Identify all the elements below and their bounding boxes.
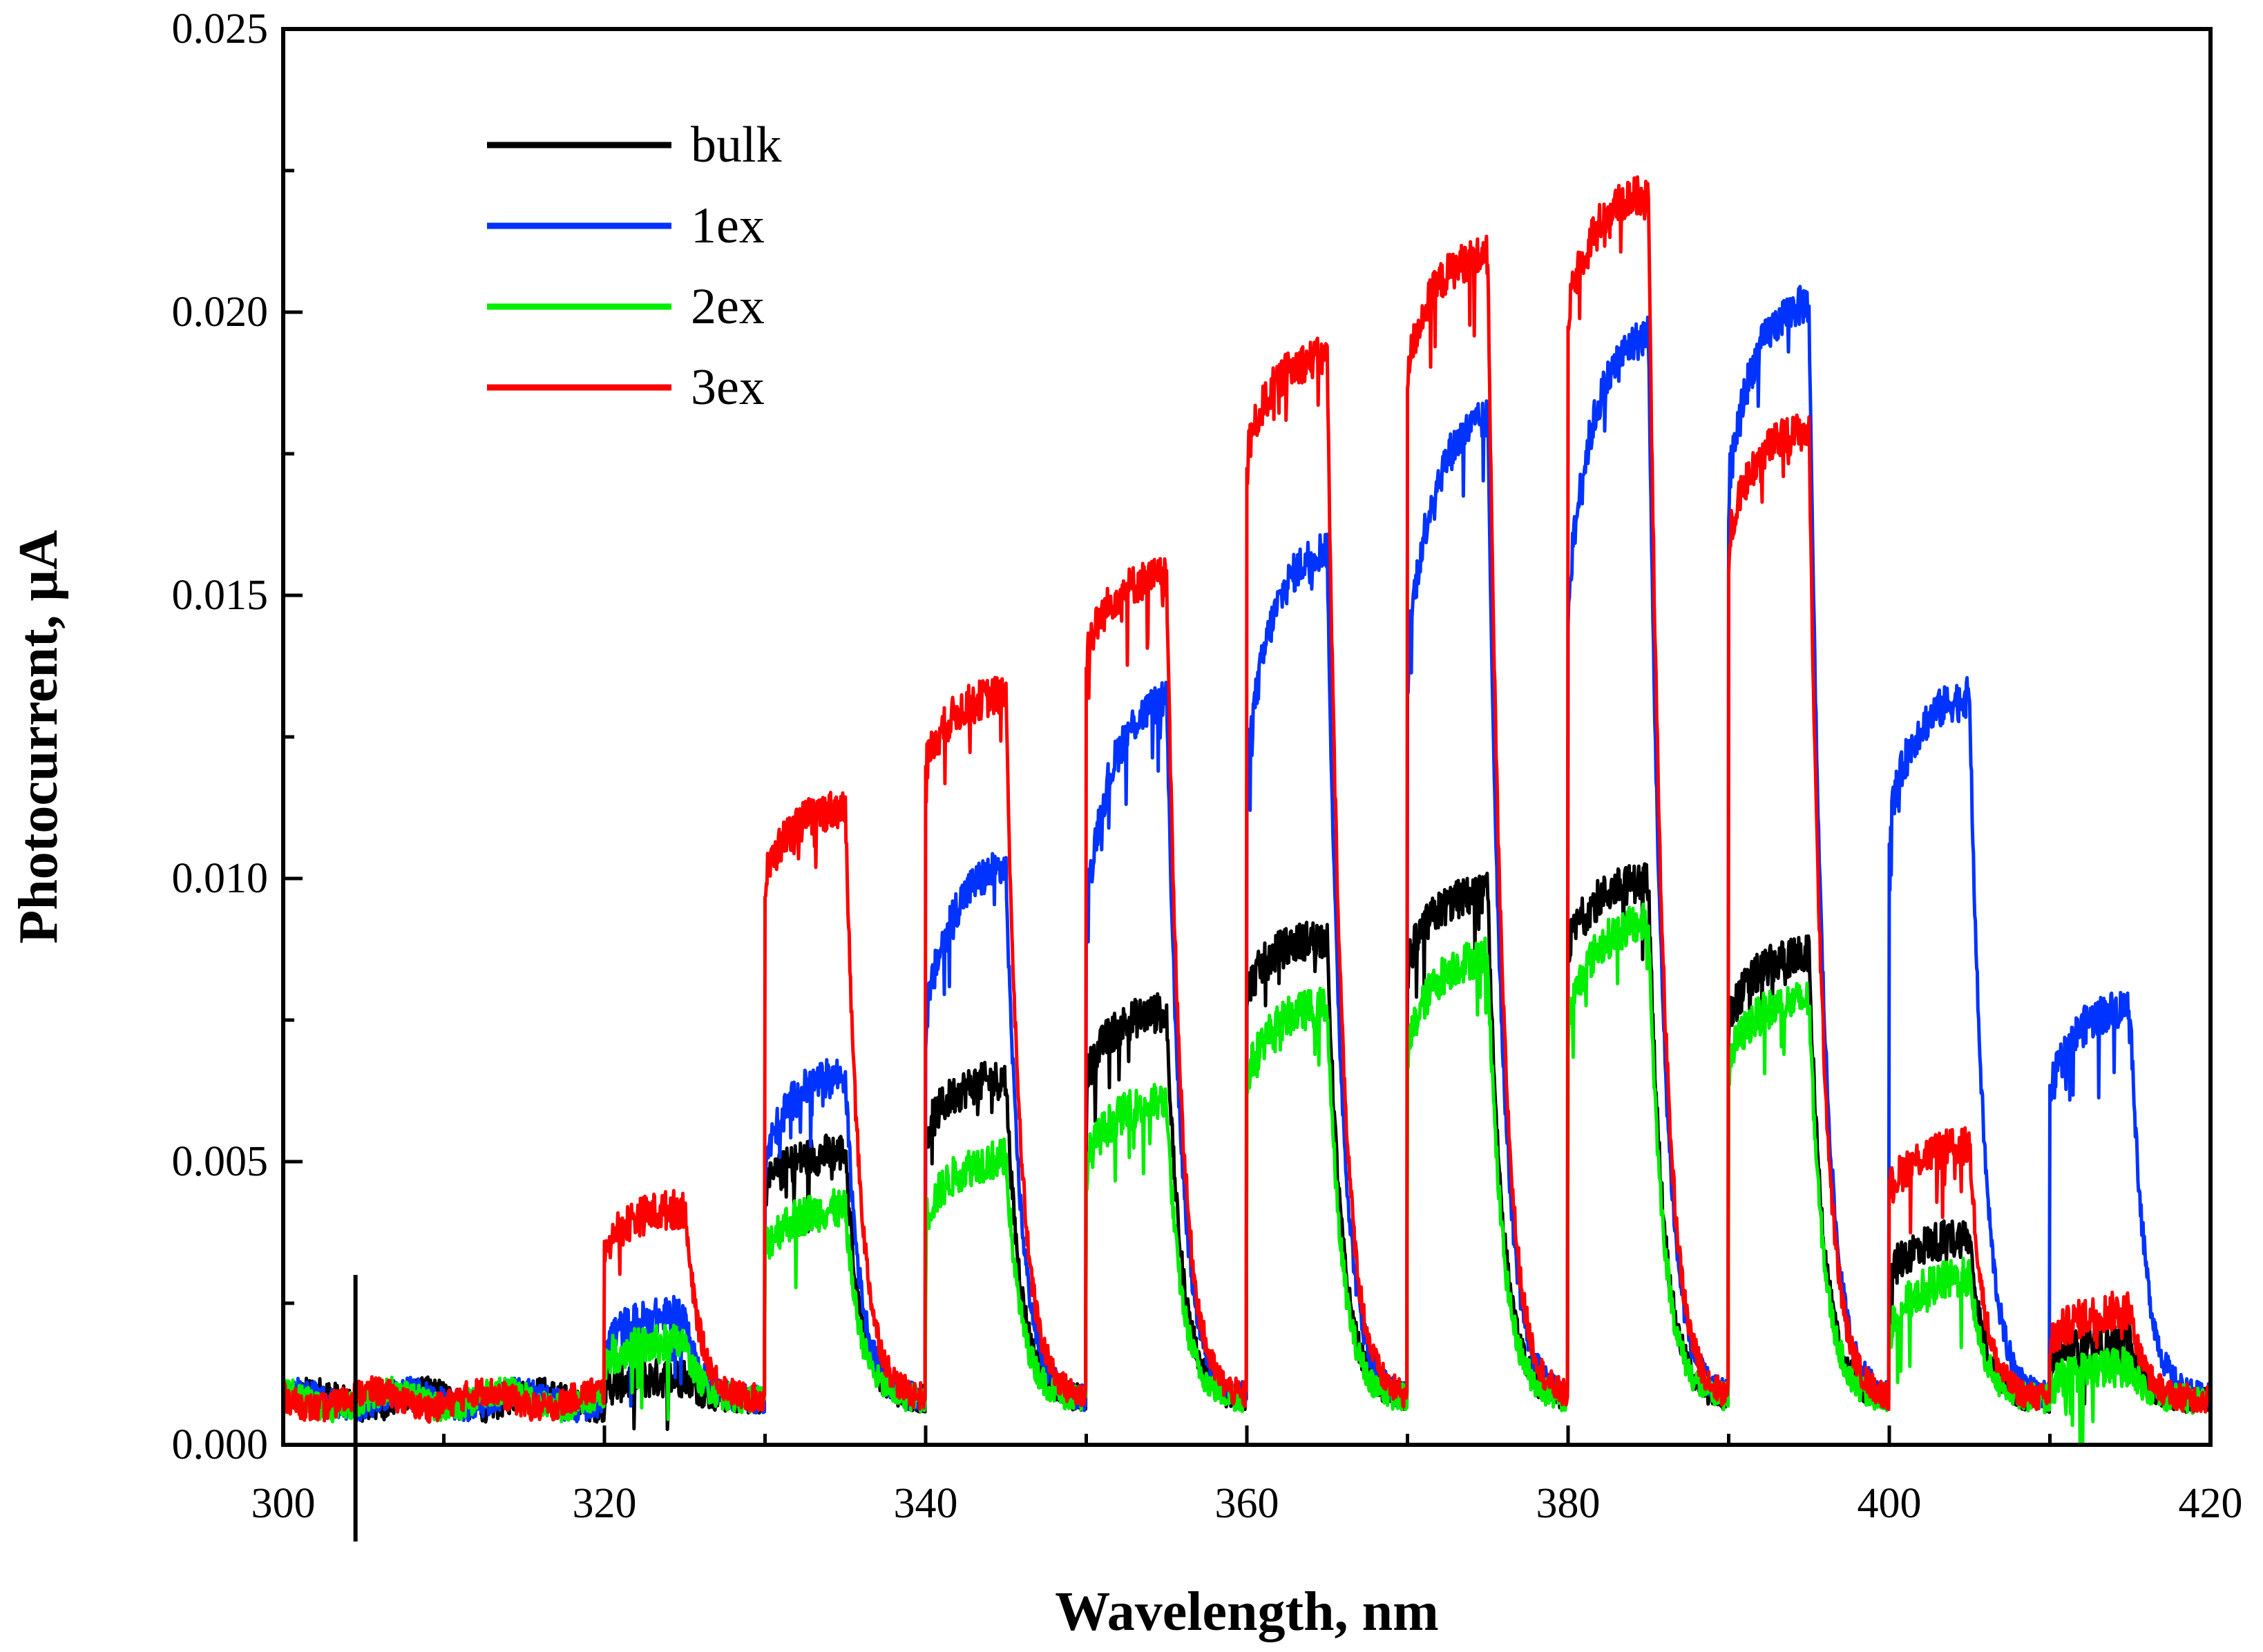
- legend-label-2ex: 2ex: [691, 278, 765, 335]
- x-tick-label: 340: [894, 1480, 958, 1527]
- x-tick-label: 320: [573, 1480, 637, 1527]
- y-tick-label: 0.005: [172, 1138, 269, 1185]
- x-axis-title: Wavelength, nm: [1055, 1582, 1439, 1642]
- x-tick-label: 300: [251, 1480, 316, 1527]
- legend-label-3ex: 3ex: [691, 359, 765, 416]
- series-layer: [281, 175, 2213, 1447]
- y-tick-label: 0.015: [172, 572, 269, 619]
- series-line-3ex: [281, 175, 2213, 1424]
- legend-label-1ex: 1ex: [691, 198, 765, 254]
- x-tick-label: 380: [1536, 1480, 1601, 1527]
- x-tick-label: 420: [2179, 1480, 2243, 1527]
- y-axis-title: Photocurrent, μA: [8, 530, 69, 944]
- x-tick-label: 360: [1215, 1480, 1279, 1527]
- y-tick-label: 0.010: [172, 855, 269, 902]
- legend-label-bulk: bulk: [691, 117, 782, 173]
- y-tick-label: 0.000: [172, 1421, 269, 1468]
- y-tick-label: 0.020: [172, 289, 269, 336]
- y-tick-label: 0.025: [172, 6, 269, 52]
- legend: bulk 1ex 2ex 3ex: [487, 117, 782, 416]
- ticks-layer: 300 320 340 360 380 400 420 0.000 0.005 0.010 0.01…: [172, 6, 2243, 1527]
- x-tick-label: 400: [1858, 1480, 1922, 1527]
